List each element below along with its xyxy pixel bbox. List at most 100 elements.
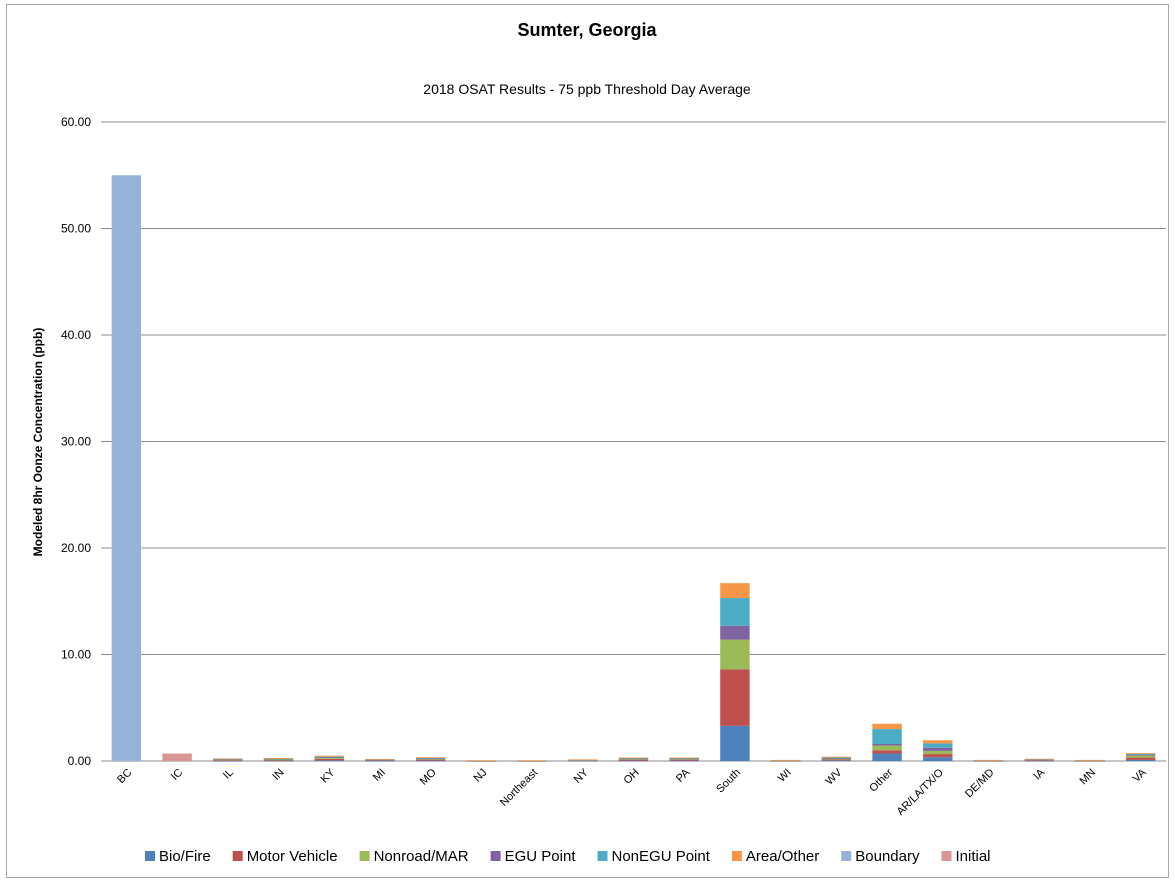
legend-item: Motor Vehicle	[232, 848, 338, 865]
bar-segment	[618, 758, 649, 760]
bar-segment	[872, 753, 902, 761]
x-tick-label: AR/LA/TX/O	[895, 766, 947, 818]
legend-item: Area/Other	[731, 848, 819, 865]
bar-segment	[568, 759, 598, 761]
bar-segment	[872, 743, 902, 746]
x-axis-ticks: BC IC IL IN KY MI MO NJ Northeast NY OH PA South WI WV…	[115, 766, 1149, 818]
legend-swatch	[597, 851, 608, 861]
legend-label: Boundary	[855, 848, 920, 865]
chart-subtitle: 2018 OSAT Results - 75 ppb Threshold Day…	[423, 81, 751, 97]
bar-segment	[213, 759, 243, 761]
bar-segment	[821, 758, 852, 760]
y-tick-label: 60.00	[61, 115, 91, 129]
bar-segment	[669, 758, 699, 760]
x-tick-label: IL	[221, 767, 236, 782]
bar-segment	[923, 750, 953, 755]
bar-segment	[314, 755, 344, 757]
bar-segment	[669, 758, 699, 759]
bar-segment	[923, 754, 953, 758]
y-tick-label: 40.00	[61, 328, 91, 342]
chart-svg: Sumter, Georgia 2018 OSAT Results - 75 p…	[31, 20, 1166, 865]
x-tick-label: MN	[1077, 767, 1098, 788]
bar-segment	[923, 757, 953, 761]
bar-segment	[872, 729, 902, 744]
bar-segment	[872, 750, 902, 754]
legend-label: Motor Vehicle	[247, 848, 338, 865]
bar-segment	[720, 583, 750, 599]
bar-segment	[770, 759, 801, 761]
y-axis-ticks: 0.00 10.00 20.00 30.00 40.00 50.00 60.00	[61, 115, 91, 768]
bar-segment	[517, 760, 547, 762]
bar-segment	[365, 760, 395, 761]
bar-segment	[720, 669, 750, 726]
legend-swatch	[145, 851, 155, 861]
bar-segment	[872, 745, 902, 751]
x-tick-label: OH	[621, 767, 641, 787]
legend-item: Initial	[941, 848, 991, 865]
legend-item: Boundary	[841, 848, 920, 865]
bar-segment	[821, 759, 852, 761]
bar-segment	[1125, 754, 1156, 756]
bar-segment	[821, 756, 852, 758]
bars	[111, 175, 1156, 762]
bar-segment	[821, 758, 852, 759]
bar-segment	[618, 759, 649, 761]
x-tick-label: WI	[776, 767, 794, 785]
legend-swatch	[490, 851, 501, 861]
bar-segment	[923, 747, 953, 751]
bar-segment	[415, 759, 446, 761]
chart-frame: Sumter, Georgia 2018 OSAT Results - 75 p…	[6, 4, 1169, 878]
bar-segment	[669, 760, 699, 762]
x-tick-label: KY	[318, 766, 337, 785]
legend-label: EGU Point	[505, 848, 577, 865]
bar-segment	[213, 760, 243, 762]
legend-label: Nonroad/MAR	[374, 848, 469, 865]
bar-segment	[1125, 753, 1156, 754]
x-tick-label: Other	[867, 766, 895, 794]
bar-segment	[720, 639, 750, 670]
legend-label: Bio/Fire	[159, 848, 211, 865]
bar-segment	[618, 758, 649, 760]
bar-segment	[872, 723, 902, 730]
bar-segment	[263, 759, 294, 761]
bar-segment	[923, 740, 953, 744]
bar-segment	[618, 757, 649, 759]
bar-segment	[1024, 760, 1054, 762]
legend-swatch	[841, 851, 852, 861]
bar-segment	[365, 760, 395, 762]
y-tick-label: 10.00	[61, 648, 91, 662]
bar-segment	[618, 758, 649, 759]
bar-segment	[314, 758, 344, 761]
legend-item: Nonroad/MAR	[359, 848, 469, 865]
gridlines	[101, 121, 1166, 762]
x-tick-label: MI	[371, 767, 388, 784]
y-axis-label: Modeled 8hr Oonze Concentration (ppb)	[31, 328, 45, 557]
bar-segment	[1125, 755, 1156, 758]
bar-segment	[821, 757, 852, 759]
y-tick-label: 20.00	[61, 541, 91, 555]
legend-item: NonEGU Point	[597, 848, 711, 865]
legend-item: EGU Point	[490, 848, 577, 865]
bar-segment	[365, 758, 395, 760]
chart-title: Sumter, Georgia	[517, 20, 657, 40]
legend: Bio/Fire Motor Vehicle Nonroad/MAR EGU Poin…	[145, 848, 991, 865]
bar-segment	[415, 758, 446, 760]
legend-swatch	[359, 851, 370, 861]
bar-segment	[314, 756, 344, 758]
x-tick-label: NY	[572, 766, 592, 786]
bar-segment	[213, 758, 243, 760]
bar-segment	[669, 758, 699, 760]
legend-label: Initial	[955, 848, 990, 865]
bar-segment	[415, 757, 446, 759]
bar-segment	[568, 760, 598, 762]
bar-segment	[669, 757, 699, 759]
bar-segment	[415, 760, 446, 762]
x-tick-label: WV	[823, 766, 844, 787]
bar-segment	[466, 760, 497, 762]
bar-segment	[973, 759, 1004, 761]
bar-segment	[162, 753, 192, 761]
legend-label: NonEGU Point	[612, 848, 711, 865]
legend-label: Area/Other	[746, 848, 819, 865]
bar-segment	[263, 758, 294, 759]
bar-segment	[314, 757, 344, 759]
